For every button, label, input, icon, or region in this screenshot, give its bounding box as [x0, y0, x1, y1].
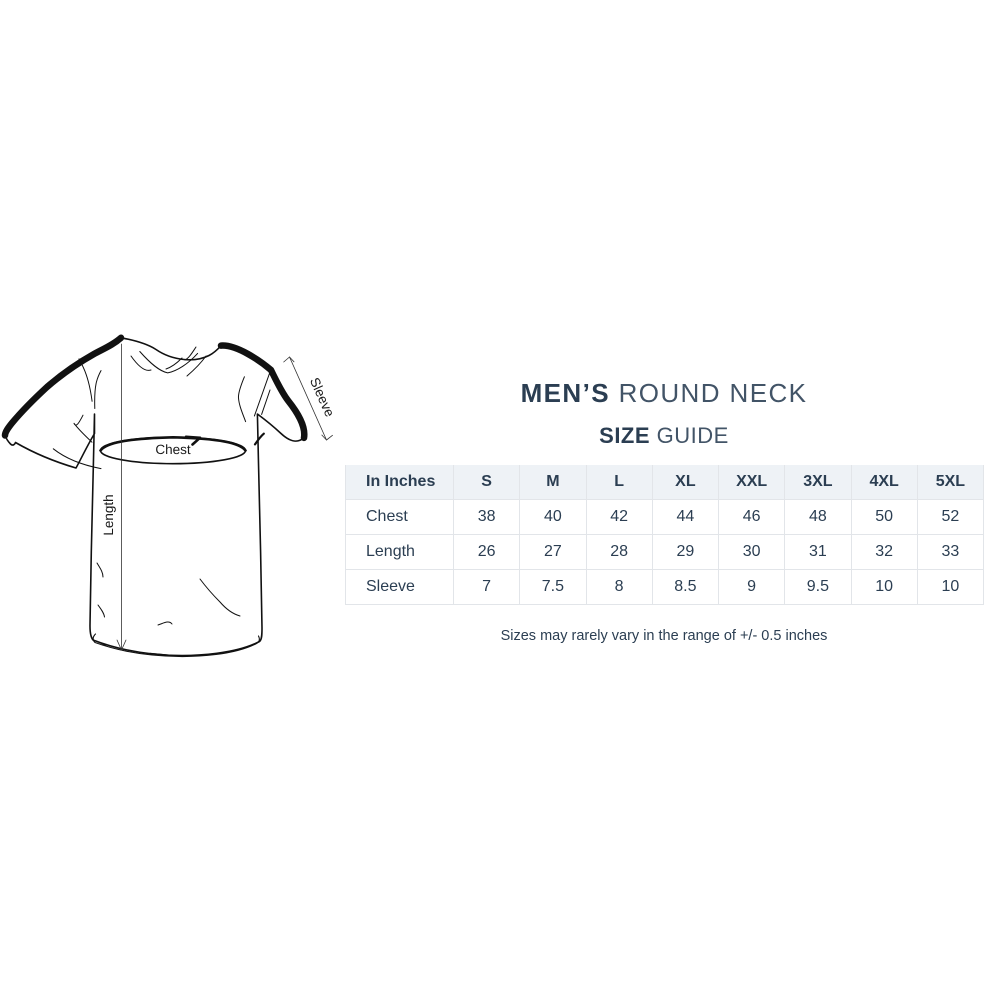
svg-text:Length: Length: [101, 494, 116, 535]
svg-text:Sleeve: Sleeve: [307, 375, 337, 419]
svg-text:Chest: Chest: [155, 442, 191, 457]
